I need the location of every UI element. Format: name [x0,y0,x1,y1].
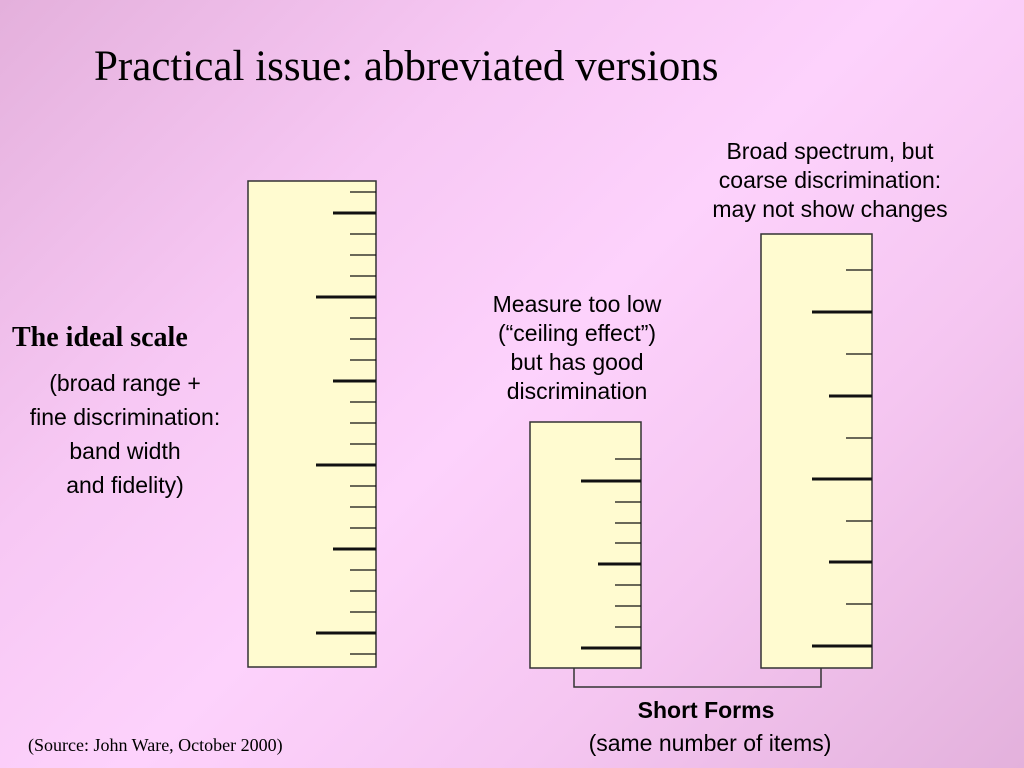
ideal-desc-line: and fidelity) [66,472,184,498]
ceiling-note-line: but has good [510,349,644,375]
ideal-scale-ticks [316,191,376,655]
broad-note-line: coarse discrimination: [718,167,942,193]
ceiling-effect-note: Measure too low (“ceiling effect”) but h… [460,290,694,406]
ideal-desc-line: band width [69,438,181,464]
broad-note-line: may not show changes [712,196,948,222]
short-forms-subtitle: (same number of items) [588,730,832,756]
ideal-desc-line: (broad range + [49,370,201,396]
short-form-broad-bar [760,233,873,669]
ideal-scale-heading: The ideal scale [12,322,188,353]
source-citation: (Source: John Ware, October 2000) [28,735,283,755]
broad-note-line: Broad spectrum, but [726,138,934,164]
short-form-broad-ticks [812,269,872,648]
short-form-low-ticks [581,458,641,650]
ideal-desc-line: fine discrimination: [29,404,221,430]
ideal-scale-bar [247,180,377,668]
ceiling-note-line: discrimination [506,378,648,404]
short-forms-title: Short Forms [637,697,775,723]
ideal-scale-description: (broad range + fine discrimination: band… [0,366,250,502]
slide-title: Practical issue: abbreviated versions [94,43,719,90]
short-forms-bracket [573,668,822,688]
ceiling-note-line: (“ceiling effect”) [497,320,657,346]
broad-spectrum-note: Broad spectrum, but coarse discriminatio… [672,137,988,224]
ceiling-note-line: Measure too low [492,291,662,317]
